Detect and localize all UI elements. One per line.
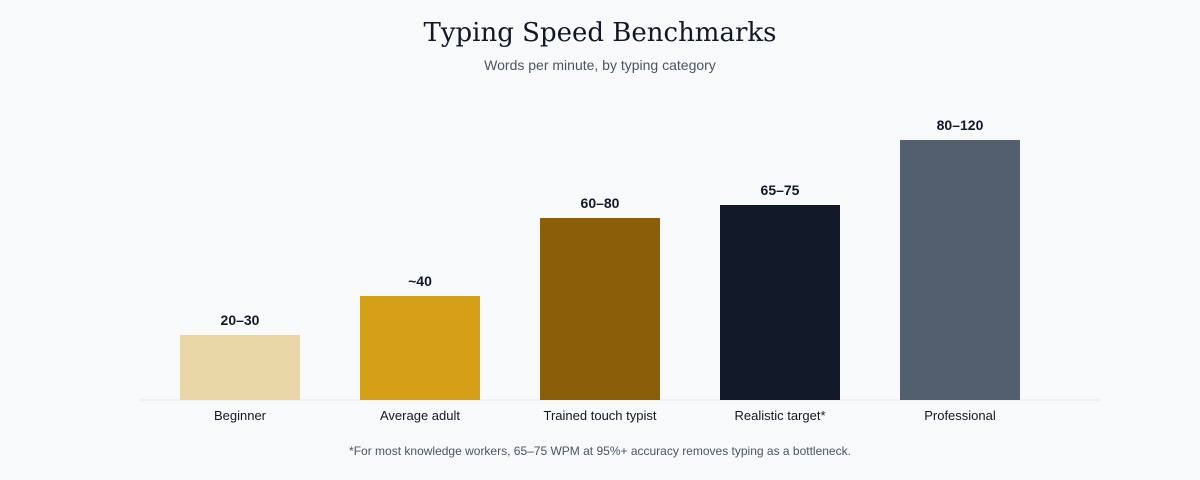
- x-tick-label-4: Professional: [924, 408, 996, 423]
- x-tick-label-0: Beginner: [214, 408, 267, 423]
- data-label-3: 65–75: [761, 182, 800, 198]
- chart-subtitle: Words per minute, by typing category: [484, 57, 716, 73]
- bar-2: [540, 218, 660, 400]
- bar-4: [900, 140, 1020, 400]
- bar-0: [180, 335, 300, 400]
- data-label-4: 80–120: [937, 117, 984, 133]
- x-tick-label-1: Average adult: [380, 408, 460, 423]
- data-label-1: ~40: [408, 273, 432, 289]
- bars-group: 20–30 Beginner ~40 Average adult 60–80 Traine…: [180, 117, 1020, 423]
- data-label-0: 20–30: [221, 312, 260, 328]
- x-tick-label-2: Trained touch typist: [544, 408, 657, 423]
- bar-3: [720, 205, 840, 400]
- bar-1: [360, 296, 480, 400]
- chart-footnote: *For most knowledge workers, 65–75 WPM a…: [349, 444, 851, 458]
- x-tick-label-3: Realistic target*: [734, 408, 825, 423]
- chart-title: Typing Speed Benchmarks: [423, 18, 777, 48]
- data-label-2: 60–80: [581, 195, 620, 211]
